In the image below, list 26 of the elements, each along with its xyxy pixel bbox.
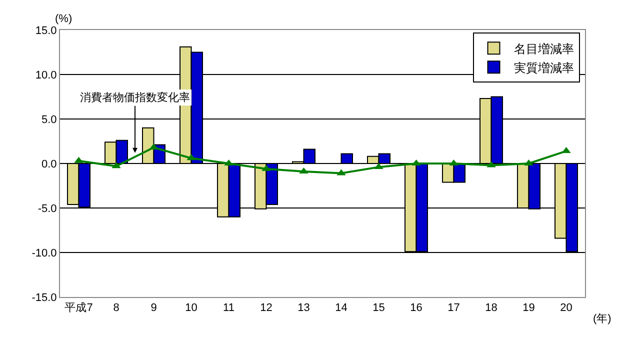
y-tick-label: -10.0	[32, 247, 57, 260]
y-tick-label: 0.0	[42, 158, 57, 170]
x-tick-label: 9	[150, 302, 157, 314]
x-tick-label: 18	[485, 302, 498, 314]
x-tick-label: 19	[522, 302, 535, 314]
y-tick-label: 15.0	[35, 24, 57, 37]
x-tick-label: 16	[410, 302, 422, 314]
y-axis-title: (%)	[55, 13, 72, 25]
x-axis-title: (年)	[593, 313, 612, 325]
x-tick-label: 平成7	[64, 301, 93, 314]
y-tick-label: -5.0	[38, 202, 57, 215]
x-tick-label: 17	[448, 302, 460, 314]
legend-label: 名目増減率	[514, 42, 574, 56]
x-tick-label: 15	[372, 302, 385, 314]
y-tick-label: 10.0	[35, 69, 57, 82]
x-tick-label: 11	[223, 302, 234, 314]
x-tick-label: 20	[560, 302, 572, 314]
x-tick-label: 13	[298, 302, 310, 314]
x-tick-label: 14	[335, 302, 348, 314]
legend-label: 実質増減率	[514, 60, 574, 75]
annotation: 消費者物価指数変化率	[80, 91, 190, 104]
x-tick-label: 10	[185, 302, 198, 314]
x-tick-label: 12	[260, 302, 272, 314]
y-tick-label: -15.0	[32, 292, 57, 304]
x-tick-label: 8	[113, 302, 120, 314]
y-tick-label: 5.0	[42, 114, 57, 126]
